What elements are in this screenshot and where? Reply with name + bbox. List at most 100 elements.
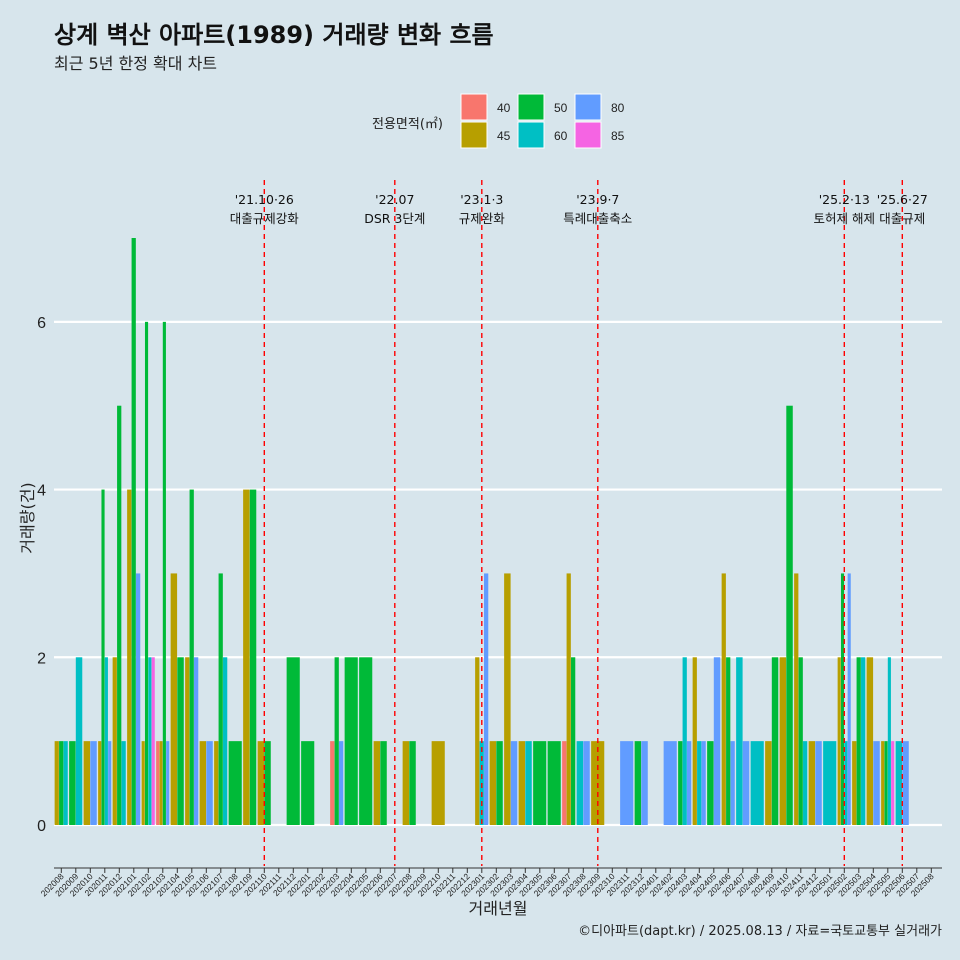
bar-202312-80 [641,741,648,825]
bar-202407-80 [742,741,750,825]
bar-202403-50 [678,741,683,825]
bar-202304-60 [525,741,532,825]
legend-swatch-80 [574,93,602,121]
bar-202505-50 [884,741,888,825]
bars-layer [54,238,909,825]
bar-202106-80 [206,741,213,825]
event-date: '22.07 [375,192,414,207]
bar-202201-50 [301,741,315,825]
y-tick-label: 2 [37,650,46,667]
x-axis-label: 거래년월 [469,899,528,918]
bar-202404-80 [701,741,706,825]
legend-label-85: 85 [611,129,625,143]
bar-202410-45 [779,657,787,825]
bar-202409-50 [771,657,779,825]
bar-202307-45 [566,573,571,825]
bar-202301-80 [484,573,489,825]
event-date: '23.1·3 [460,192,503,207]
chart-title: 상계 벽산 아파트(1989) 거래량 변화 흐름 [54,21,494,49]
bar-202110-50 [264,741,271,825]
legend-title: 전용면적(㎡) [372,117,443,132]
y-tick-label: 0 [37,818,46,835]
bar-202302-50 [496,741,503,825]
bar-202011-60 [104,657,108,825]
bar-202011-50 [101,489,105,825]
bar-202412-80 [815,741,822,825]
bar-202103-50 [162,321,166,825]
bar-202312-50 [634,741,642,825]
bar-202410-50 [786,405,793,825]
bar-202406-45 [721,573,726,825]
bar-202505-45 [881,741,885,825]
bar-202011-45 [98,741,102,825]
bar-202009-60 [75,657,83,825]
bar-202105-50 [189,489,194,825]
bar-202303-80 [510,741,518,825]
bar-202102-45 [141,741,145,825]
x-axis: 2020082020092020102020112020122021012021… [39,867,942,898]
legend: 전용면적(㎡) 40 45 50 60 80 85 [372,93,625,149]
bar-202307-40 [562,741,567,825]
bar-202107-45 [214,741,219,825]
bar-202503-45 [852,741,857,825]
bar-202206-50 [380,741,387,825]
bar-202506-80 [902,741,909,825]
bar-202112-50 [286,657,300,825]
legend-label-50: 50 [554,101,568,115]
bar-202304-45 [518,741,526,825]
bar-202404-60 [697,741,702,825]
bar-202208-50 [409,741,416,825]
bar-202101-80 [136,573,141,825]
bar-202503-50 [856,657,861,825]
bar-202102-85 [151,657,155,825]
bar-202409-45 [765,741,772,825]
bar-202008-50 [59,741,64,825]
event-label: 대출규제 [879,211,925,226]
bar-202301-45 [475,657,480,825]
legend-swatch-60 [517,121,545,149]
bar-202104-50 [177,657,184,825]
bar-202012-50 [117,405,122,825]
bar-202011-80 [108,741,112,825]
bar-202302-45 [489,741,497,825]
y-tick-label: 6 [37,315,46,332]
event-label: 특례대출축소 [563,211,632,226]
bar-202501-60 [823,741,837,825]
legend-label-45: 45 [497,129,511,143]
bar-202109-45 [243,489,250,825]
bar-202308-80 [583,741,590,825]
bar-202403-60 [682,657,687,825]
bar-202406-50 [726,657,731,825]
y-tick-label: 4 [37,483,46,500]
bar-202102-60 [148,657,152,825]
bar-202502-60 [844,741,848,825]
bar-202502-80 [847,573,851,825]
bar-202506-60 [895,741,903,825]
y-axis-label: 거래량(건) [18,482,37,553]
bar-202103-45 [159,741,163,825]
bar-202008-45 [54,741,59,825]
bar-202110-45 [257,741,265,825]
event-date: '25.2·13 [819,192,870,207]
bar-202012-60 [121,741,126,825]
legend-label-40: 40 [497,101,511,115]
bar-202010-80 [90,741,97,825]
event-date: '21.10·26 [235,192,294,207]
bar-202408-60 [750,741,764,825]
bar-202203-50 [334,657,339,825]
bar-202504-45 [866,657,874,825]
legend-label-60: 60 [554,129,568,143]
bar-202106-45 [199,741,207,825]
legend-swatch-45 [460,121,488,149]
bar-202103-40 [156,741,160,825]
bar-202411-50 [798,657,803,825]
event-label: 대출규제강화 [230,211,300,226]
bar-202412-45 [808,741,816,825]
bar-202103-80 [166,741,170,825]
y-axis: 0 2 4 6 [37,315,46,835]
bar-202404-45 [692,657,697,825]
event-date: '23.9·7 [576,192,619,207]
bar-202102-50 [144,321,149,825]
bar-202108-50 [228,741,242,825]
